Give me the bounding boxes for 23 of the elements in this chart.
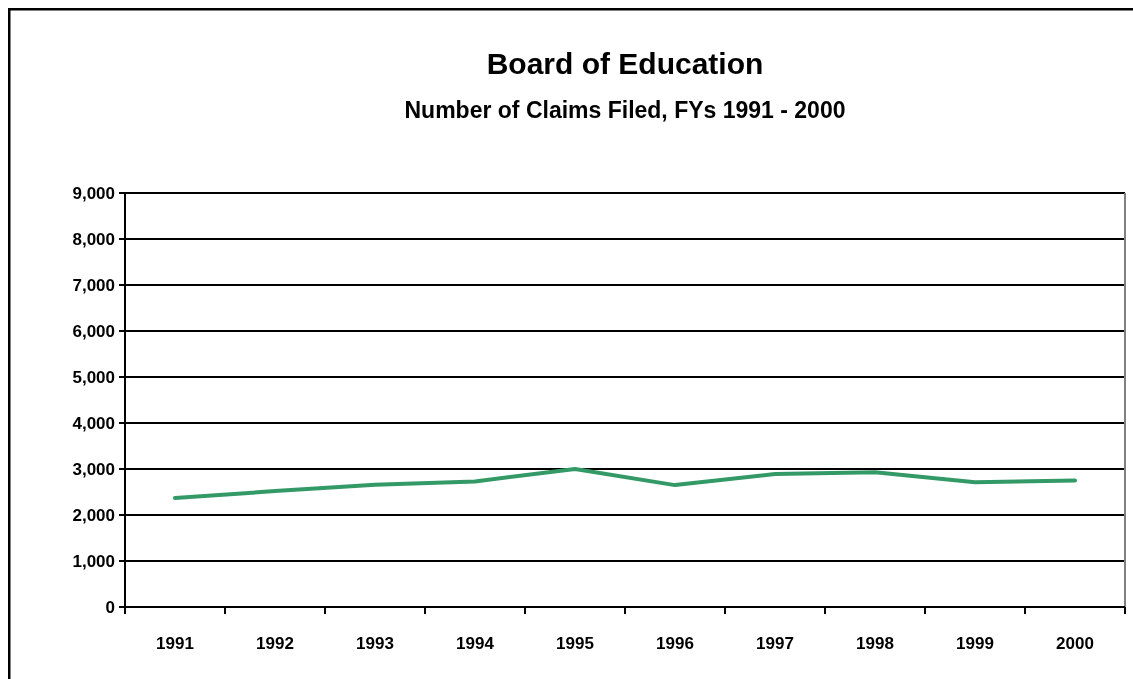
y-tick-label: 4,000	[72, 413, 115, 433]
x-tick-label: 1999	[956, 634, 994, 653]
y-tick-label: 8,000	[72, 229, 115, 249]
x-tick-label: 1995	[556, 634, 594, 653]
x-tick-label: 1993	[356, 634, 394, 653]
y-tick-label: 3,000	[72, 459, 115, 479]
y-tick-label: 2,000	[72, 505, 115, 525]
x-tick-label: 1994	[456, 634, 495, 653]
x-tick-label: 1998	[856, 634, 894, 653]
x-tick-label: 2000	[1056, 634, 1094, 653]
x-tick-label: 1997	[756, 634, 794, 653]
x-tick-label: 1996	[656, 634, 694, 653]
y-tick-label: 0	[105, 597, 115, 617]
y-tick-label: 7,000	[72, 275, 115, 295]
x-tick-label: 1991	[156, 634, 194, 653]
y-tick-label: 9,000	[72, 183, 115, 203]
x-tick-label: 1992	[256, 634, 294, 653]
chart-subtitle: Number of Claims Filed, FYs 1991 - 2000	[404, 97, 846, 123]
chart-title: Board of Education	[486, 47, 764, 80]
y-tick-label: 6,000	[72, 321, 115, 341]
line-series	[173, 467, 1077, 500]
y-tick-label: 1,000	[72, 551, 115, 571]
y-tick-label: 5,000	[72, 367, 115, 387]
